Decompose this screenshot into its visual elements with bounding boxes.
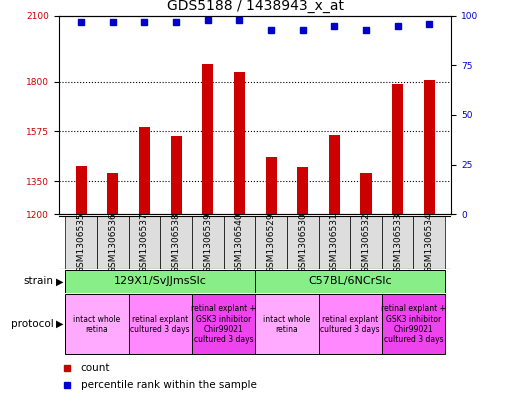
Bar: [255, 216, 287, 269]
Bar: [413, 216, 445, 269]
Text: GSM1306537: GSM1306537: [140, 212, 149, 273]
Text: GSM1306532: GSM1306532: [362, 212, 370, 273]
Bar: [202, 64, 213, 214]
Text: GSM1306529: GSM1306529: [267, 212, 275, 273]
Text: retinal explant +
GSK3 inhibitor
Chir99021
cultured 3 days: retinal explant + GSK3 inhibitor Chir990…: [381, 304, 446, 344]
Bar: [255, 270, 445, 293]
Bar: [192, 294, 255, 354]
Bar: [224, 216, 255, 269]
Bar: [329, 135, 340, 214]
Bar: [65, 216, 97, 269]
Text: GSM1306539: GSM1306539: [203, 212, 212, 273]
Bar: [287, 216, 319, 269]
Bar: [65, 294, 129, 354]
Text: retinal explant
cultured 3 days: retinal explant cultured 3 days: [320, 314, 380, 334]
Text: count: count: [81, 362, 110, 373]
Bar: [319, 294, 382, 354]
Text: strain: strain: [24, 276, 54, 286]
Bar: [192, 216, 224, 269]
Bar: [382, 216, 413, 269]
Bar: [160, 216, 192, 269]
Bar: [350, 216, 382, 269]
Bar: [65, 270, 255, 293]
Bar: [75, 166, 87, 214]
Bar: [129, 294, 192, 354]
Text: C57BL/6NCrSlc: C57BL/6NCrSlc: [308, 276, 392, 286]
Bar: [139, 127, 150, 214]
Bar: [382, 294, 445, 354]
Text: GSM1306533: GSM1306533: [393, 212, 402, 273]
Text: GSM1306531: GSM1306531: [330, 212, 339, 273]
Bar: [97, 216, 129, 269]
Text: GSM1306540: GSM1306540: [235, 212, 244, 273]
Text: intact whole
retina: intact whole retina: [263, 314, 310, 334]
Text: ▶: ▶: [56, 276, 64, 286]
Text: intact whole
retina: intact whole retina: [73, 314, 121, 334]
Text: GSM1306530: GSM1306530: [298, 212, 307, 273]
Text: 129X1/SvJJmsSlc: 129X1/SvJJmsSlc: [114, 276, 207, 286]
Bar: [424, 80, 435, 214]
Bar: [319, 216, 350, 269]
Bar: [129, 216, 160, 269]
Bar: [255, 294, 319, 354]
Text: GSM1306538: GSM1306538: [171, 212, 181, 273]
Text: GSM1306536: GSM1306536: [108, 212, 117, 273]
Text: protocol: protocol: [11, 319, 54, 329]
Bar: [107, 173, 119, 214]
Text: ▶: ▶: [56, 319, 64, 329]
Text: retinal explant +
GSK3 inhibitor
Chir99021
cultured 3 days: retinal explant + GSK3 inhibitor Chir990…: [191, 304, 256, 344]
Bar: [266, 157, 277, 214]
Title: GDS5188 / 1438943_x_at: GDS5188 / 1438943_x_at: [167, 0, 344, 13]
Bar: [392, 84, 403, 214]
Bar: [234, 72, 245, 214]
Text: GSM1306535: GSM1306535: [76, 212, 86, 273]
Text: GSM1306534: GSM1306534: [425, 212, 434, 273]
Text: percentile rank within the sample: percentile rank within the sample: [81, 380, 256, 390]
Bar: [361, 173, 371, 214]
Text: retinal explant
cultured 3 days: retinal explant cultured 3 days: [130, 314, 190, 334]
Bar: [297, 167, 308, 214]
Bar: [170, 136, 182, 214]
